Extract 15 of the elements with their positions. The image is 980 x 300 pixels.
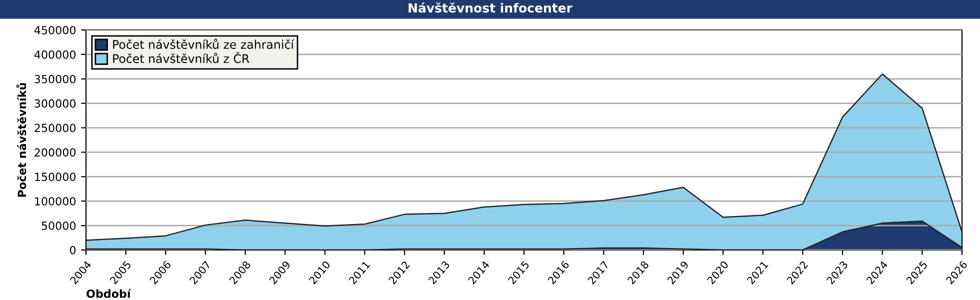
- y-tick-label: 300000: [34, 99, 76, 108]
- y-tick-label: 350000: [34, 74, 76, 84]
- legend-label: Počet návštěvníků z ČR: [113, 52, 250, 64]
- y-tick-label: 250000: [34, 124, 76, 132]
- y-tick-label: 200000: [34, 148, 76, 157]
- legend-label: Počet návštěvníků ze zahraničí: [113, 38, 294, 49]
- x-axis-title: Období: [86, 288, 132, 298]
- y-tick-label: 100000: [35, 197, 76, 206]
- y-tick-label: 400000: [34, 50, 76, 59]
- y-tick-label: 0: [70, 246, 76, 254]
- chart-title: Návštěvnost infocenter: [408, 2, 572, 13]
- y-axis-title: Počet návštěvníků: [16, 83, 26, 197]
- y-tick-label: 450000: [34, 26, 76, 34]
- y-tick-label: 50000: [42, 222, 76, 230]
- y-tick-label: 150000: [35, 172, 76, 182]
